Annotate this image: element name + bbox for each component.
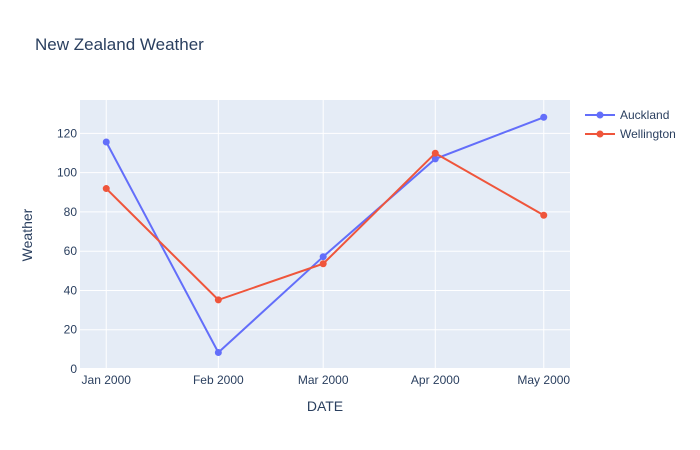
plot-area: [80, 100, 570, 369]
legend-label: Auckland: [620, 108, 669, 122]
x-tick-label: Feb 2000: [193, 373, 244, 387]
y-axis-title: Weather: [19, 208, 35, 261]
y-tick-label: 60: [64, 244, 78, 258]
data-point[interactable]: [431, 149, 439, 157]
data-point[interactable]: [102, 185, 110, 193]
data-point[interactable]: [540, 211, 548, 219]
series-layer: [102, 113, 548, 357]
legend[interactable]: Auckland Wellington: [585, 108, 676, 141]
x-tick-label: May 2000: [517, 373, 570, 387]
data-point[interactable]: [102, 138, 110, 146]
data-point[interactable]: [214, 296, 222, 304]
y-tick-label: 40: [64, 283, 78, 297]
x-tick-label: Jan 2000: [82, 373, 132, 387]
data-point[interactable]: [540, 113, 548, 121]
series-auckland: [102, 113, 548, 357]
series-wellington: [102, 149, 548, 304]
y-tick-label: 100: [57, 166, 77, 180]
data-point[interactable]: [214, 349, 222, 357]
data-point[interactable]: [431, 155, 439, 163]
data-point[interactable]: [319, 253, 327, 261]
data-point[interactable]: [319, 260, 327, 268]
y-gridlines: [80, 132, 570, 370]
y-axis-ticks: 0 20 40 60 80 100 120: [57, 126, 77, 376]
x-axis-ticks: Jan 2000 Feb 2000 Mar 2000 Apr 2000 May 2000: [82, 373, 571, 387]
x-axis-title: DATE: [307, 398, 343, 414]
x-tick-label: Apr 2000: [411, 373, 460, 387]
y-tick-label: 120: [57, 126, 77, 140]
legend-label: Wellington: [620, 127, 676, 141]
legend-item-wellington[interactable]: Wellington: [585, 127, 676, 141]
y-tick-label: 80: [64, 205, 78, 219]
legend-item-auckland[interactable]: Auckland: [585, 108, 669, 122]
x-tick-label: Mar 2000: [298, 373, 349, 387]
y-tick-label: 20: [64, 323, 78, 337]
chart-title: New Zealand Weather: [35, 35, 204, 54]
y-tick-label: 0: [70, 362, 77, 376]
legend-marker: [596, 111, 604, 119]
legend-marker: [596, 130, 604, 138]
